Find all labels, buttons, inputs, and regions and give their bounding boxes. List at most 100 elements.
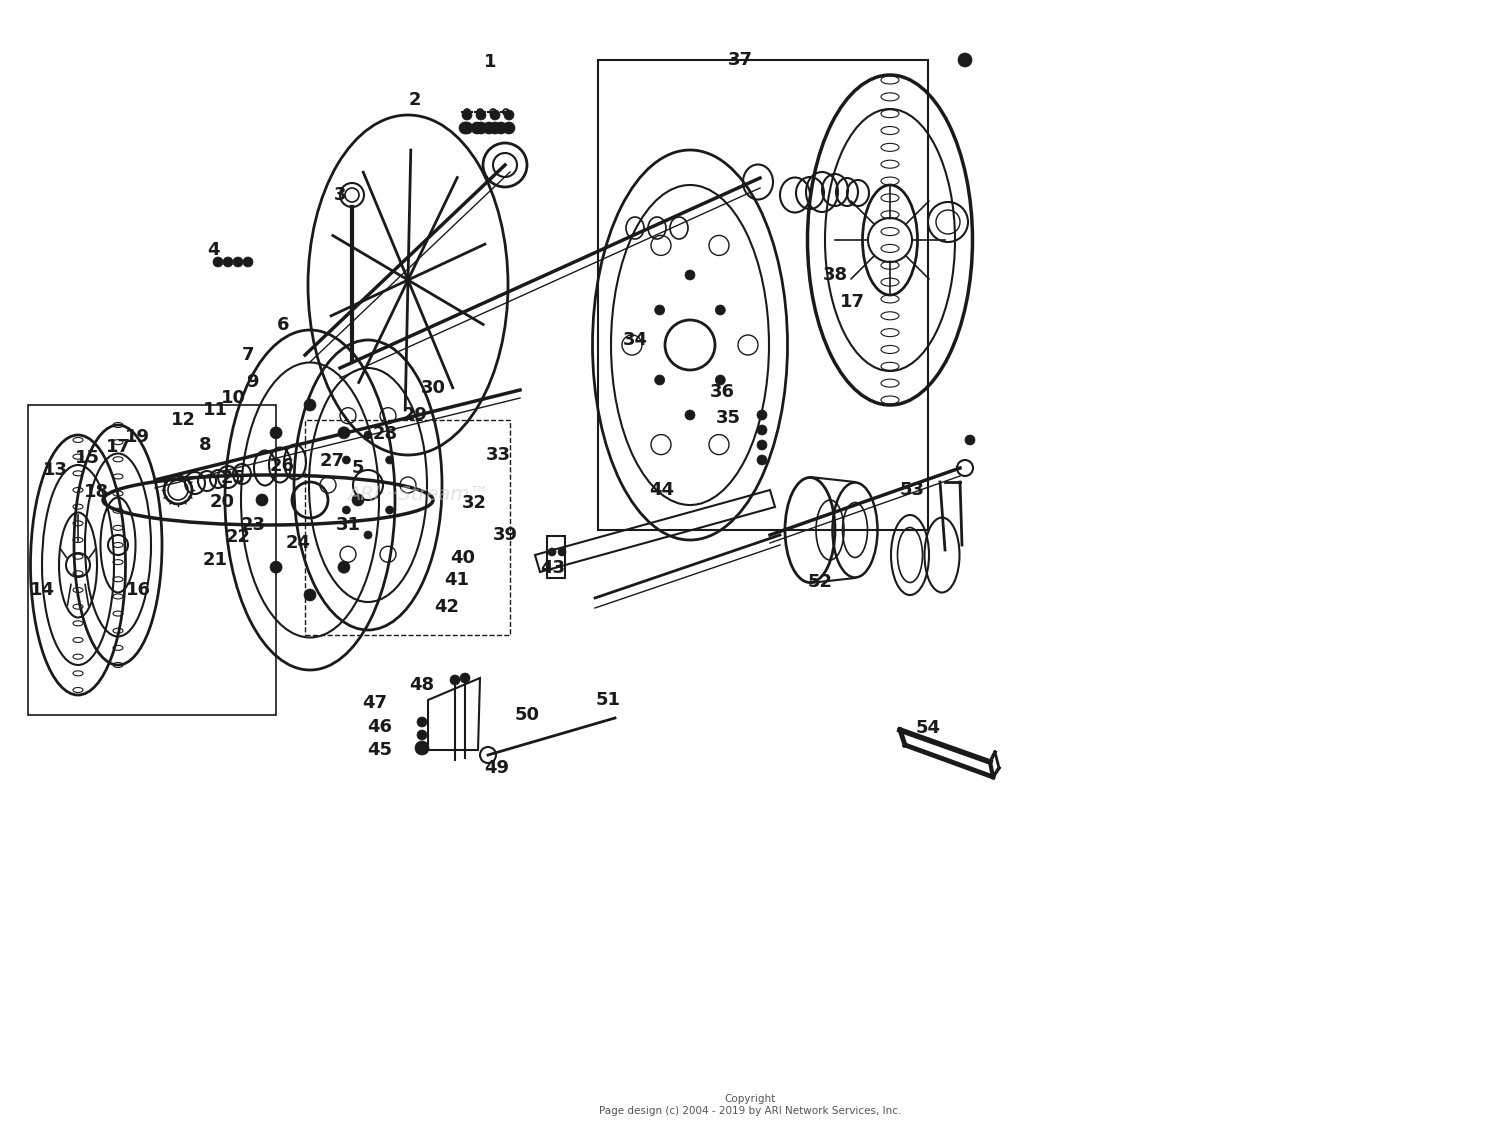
Text: 25: 25	[220, 469, 246, 487]
Text: 8: 8	[198, 436, 211, 454]
Text: 14: 14	[30, 581, 54, 599]
Bar	[548, 536, 566, 577]
Text: 35: 35	[716, 409, 741, 427]
Circle shape	[213, 257, 223, 267]
Text: 33: 33	[486, 446, 510, 464]
Text: 3: 3	[333, 186, 346, 204]
Text: 20: 20	[210, 493, 234, 511]
Circle shape	[270, 427, 282, 439]
Circle shape	[686, 270, 694, 280]
Text: 53: 53	[900, 481, 924, 499]
Text: 47: 47	[363, 694, 387, 712]
Text: 1: 1	[483, 54, 496, 71]
Text: 26: 26	[270, 457, 294, 475]
Circle shape	[386, 456, 393, 464]
Text: 16: 16	[126, 581, 150, 599]
Circle shape	[476, 110, 486, 120]
Circle shape	[224, 257, 232, 267]
Text: 17: 17	[105, 439, 130, 456]
Bar	[598, 60, 928, 530]
Circle shape	[490, 110, 500, 120]
Circle shape	[459, 122, 471, 134]
Circle shape	[417, 716, 428, 727]
Circle shape	[558, 548, 566, 556]
Circle shape	[364, 431, 372, 439]
Text: 52: 52	[807, 573, 832, 591]
Circle shape	[483, 122, 495, 134]
Text: 12: 12	[171, 411, 195, 429]
Text: 36: 36	[710, 383, 735, 401]
Text: 6: 6	[276, 316, 290, 334]
Text: 18: 18	[84, 483, 108, 501]
Circle shape	[503, 122, 515, 134]
Text: 4: 4	[207, 241, 219, 259]
Circle shape	[758, 410, 766, 420]
Circle shape	[460, 673, 470, 683]
Circle shape	[342, 456, 351, 464]
Text: ARI···Stream™: ARI···Stream™	[346, 485, 489, 505]
Text: 21: 21	[202, 551, 228, 570]
Text: 24: 24	[285, 534, 310, 552]
Circle shape	[243, 257, 254, 267]
Circle shape	[758, 454, 766, 465]
Text: 37: 37	[728, 51, 753, 69]
Text: 17: 17	[840, 293, 864, 311]
Circle shape	[548, 548, 556, 556]
Circle shape	[256, 494, 268, 506]
Circle shape	[654, 305, 664, 316]
Text: 29: 29	[402, 405, 427, 424]
Circle shape	[716, 305, 726, 316]
Text: 51: 51	[596, 691, 621, 708]
Text: 9: 9	[246, 372, 258, 391]
Circle shape	[716, 375, 726, 385]
Text: 44: 44	[650, 481, 675, 499]
Text: 13: 13	[42, 461, 68, 480]
Circle shape	[460, 122, 472, 134]
Text: 31: 31	[336, 516, 360, 534]
Circle shape	[352, 494, 364, 506]
Circle shape	[758, 440, 766, 450]
Text: 32: 32	[462, 494, 486, 513]
Text: 45: 45	[368, 741, 393, 759]
Text: 42: 42	[435, 598, 459, 616]
Text: 46: 46	[368, 718, 393, 736]
Circle shape	[958, 54, 972, 67]
Circle shape	[417, 730, 428, 740]
Circle shape	[504, 110, 515, 120]
Circle shape	[758, 425, 766, 435]
Circle shape	[342, 506, 351, 514]
Circle shape	[416, 741, 429, 755]
Circle shape	[450, 675, 460, 685]
Circle shape	[364, 531, 372, 539]
Text: 54: 54	[915, 719, 940, 737]
Circle shape	[964, 435, 975, 445]
Text: 5: 5	[351, 459, 364, 477]
Text: 40: 40	[450, 549, 476, 567]
Circle shape	[304, 399, 316, 411]
Text: 38: 38	[822, 267, 848, 284]
Text: 39: 39	[492, 526, 517, 544]
Circle shape	[232, 257, 243, 267]
Circle shape	[489, 122, 501, 134]
Text: 49: 49	[484, 759, 510, 777]
Text: 48: 48	[410, 677, 435, 694]
Text: 2: 2	[408, 91, 422, 109]
Bar	[304, 420, 510, 636]
Text: 34: 34	[622, 331, 648, 349]
Circle shape	[476, 122, 488, 134]
Circle shape	[654, 375, 664, 385]
Circle shape	[471, 122, 483, 134]
Text: 22: 22	[225, 528, 251, 546]
Circle shape	[386, 506, 393, 514]
Text: 7: 7	[242, 346, 254, 364]
Circle shape	[338, 562, 350, 573]
Text: 11: 11	[202, 401, 228, 419]
Text: Copyright
Page design (c) 2004 - 2019 by ARI Network Services, Inc.: Copyright Page design (c) 2004 - 2019 by…	[598, 1095, 902, 1116]
Text: 28: 28	[372, 425, 398, 443]
Circle shape	[338, 427, 350, 439]
Text: 30: 30	[420, 379, 446, 398]
Circle shape	[270, 562, 282, 573]
Text: 23: 23	[240, 516, 266, 534]
Text: 50: 50	[514, 706, 540, 724]
Text: 27: 27	[320, 452, 345, 470]
